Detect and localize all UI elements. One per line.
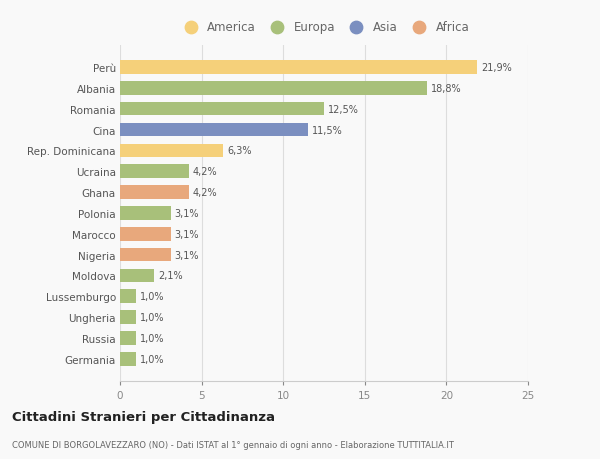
Text: 18,8%: 18,8% — [431, 84, 461, 94]
Text: 1,0%: 1,0% — [140, 354, 165, 364]
Text: 6,3%: 6,3% — [227, 146, 251, 156]
Text: 3,1%: 3,1% — [175, 208, 199, 218]
Text: 3,1%: 3,1% — [175, 229, 199, 239]
Text: 4,2%: 4,2% — [193, 188, 217, 198]
Text: COMUNE DI BORGOLAVEZZARO (NO) - Dati ISTAT al 1° gennaio di ogni anno - Elaboraz: COMUNE DI BORGOLAVEZZARO (NO) - Dati IST… — [12, 441, 454, 449]
Bar — [120, 228, 170, 241]
Bar — [120, 61, 478, 75]
Bar — [120, 311, 136, 324]
Bar — [120, 331, 136, 345]
Bar — [120, 207, 170, 220]
Text: Cittadini Stranieri per Cittadinanza: Cittadini Stranieri per Cittadinanza — [12, 410, 275, 423]
Bar — [120, 269, 154, 283]
Bar — [120, 290, 136, 303]
Text: 1,0%: 1,0% — [140, 313, 165, 322]
Text: 2,1%: 2,1% — [158, 271, 183, 281]
Bar — [120, 186, 188, 199]
Text: 4,2%: 4,2% — [193, 167, 217, 177]
Text: 3,1%: 3,1% — [175, 250, 199, 260]
Bar — [120, 165, 188, 179]
Text: 1,0%: 1,0% — [140, 291, 165, 302]
Bar — [120, 103, 324, 116]
Bar — [120, 82, 427, 95]
Text: 12,5%: 12,5% — [328, 105, 359, 114]
Text: 21,9%: 21,9% — [481, 63, 512, 73]
Bar — [120, 123, 308, 137]
Legend: America, Europa, Asia, Africa: America, Europa, Asia, Africa — [176, 18, 472, 36]
Text: 1,0%: 1,0% — [140, 333, 165, 343]
Bar — [120, 352, 136, 366]
Text: 11,5%: 11,5% — [312, 125, 343, 135]
Bar — [120, 248, 170, 262]
Bar — [120, 144, 223, 158]
